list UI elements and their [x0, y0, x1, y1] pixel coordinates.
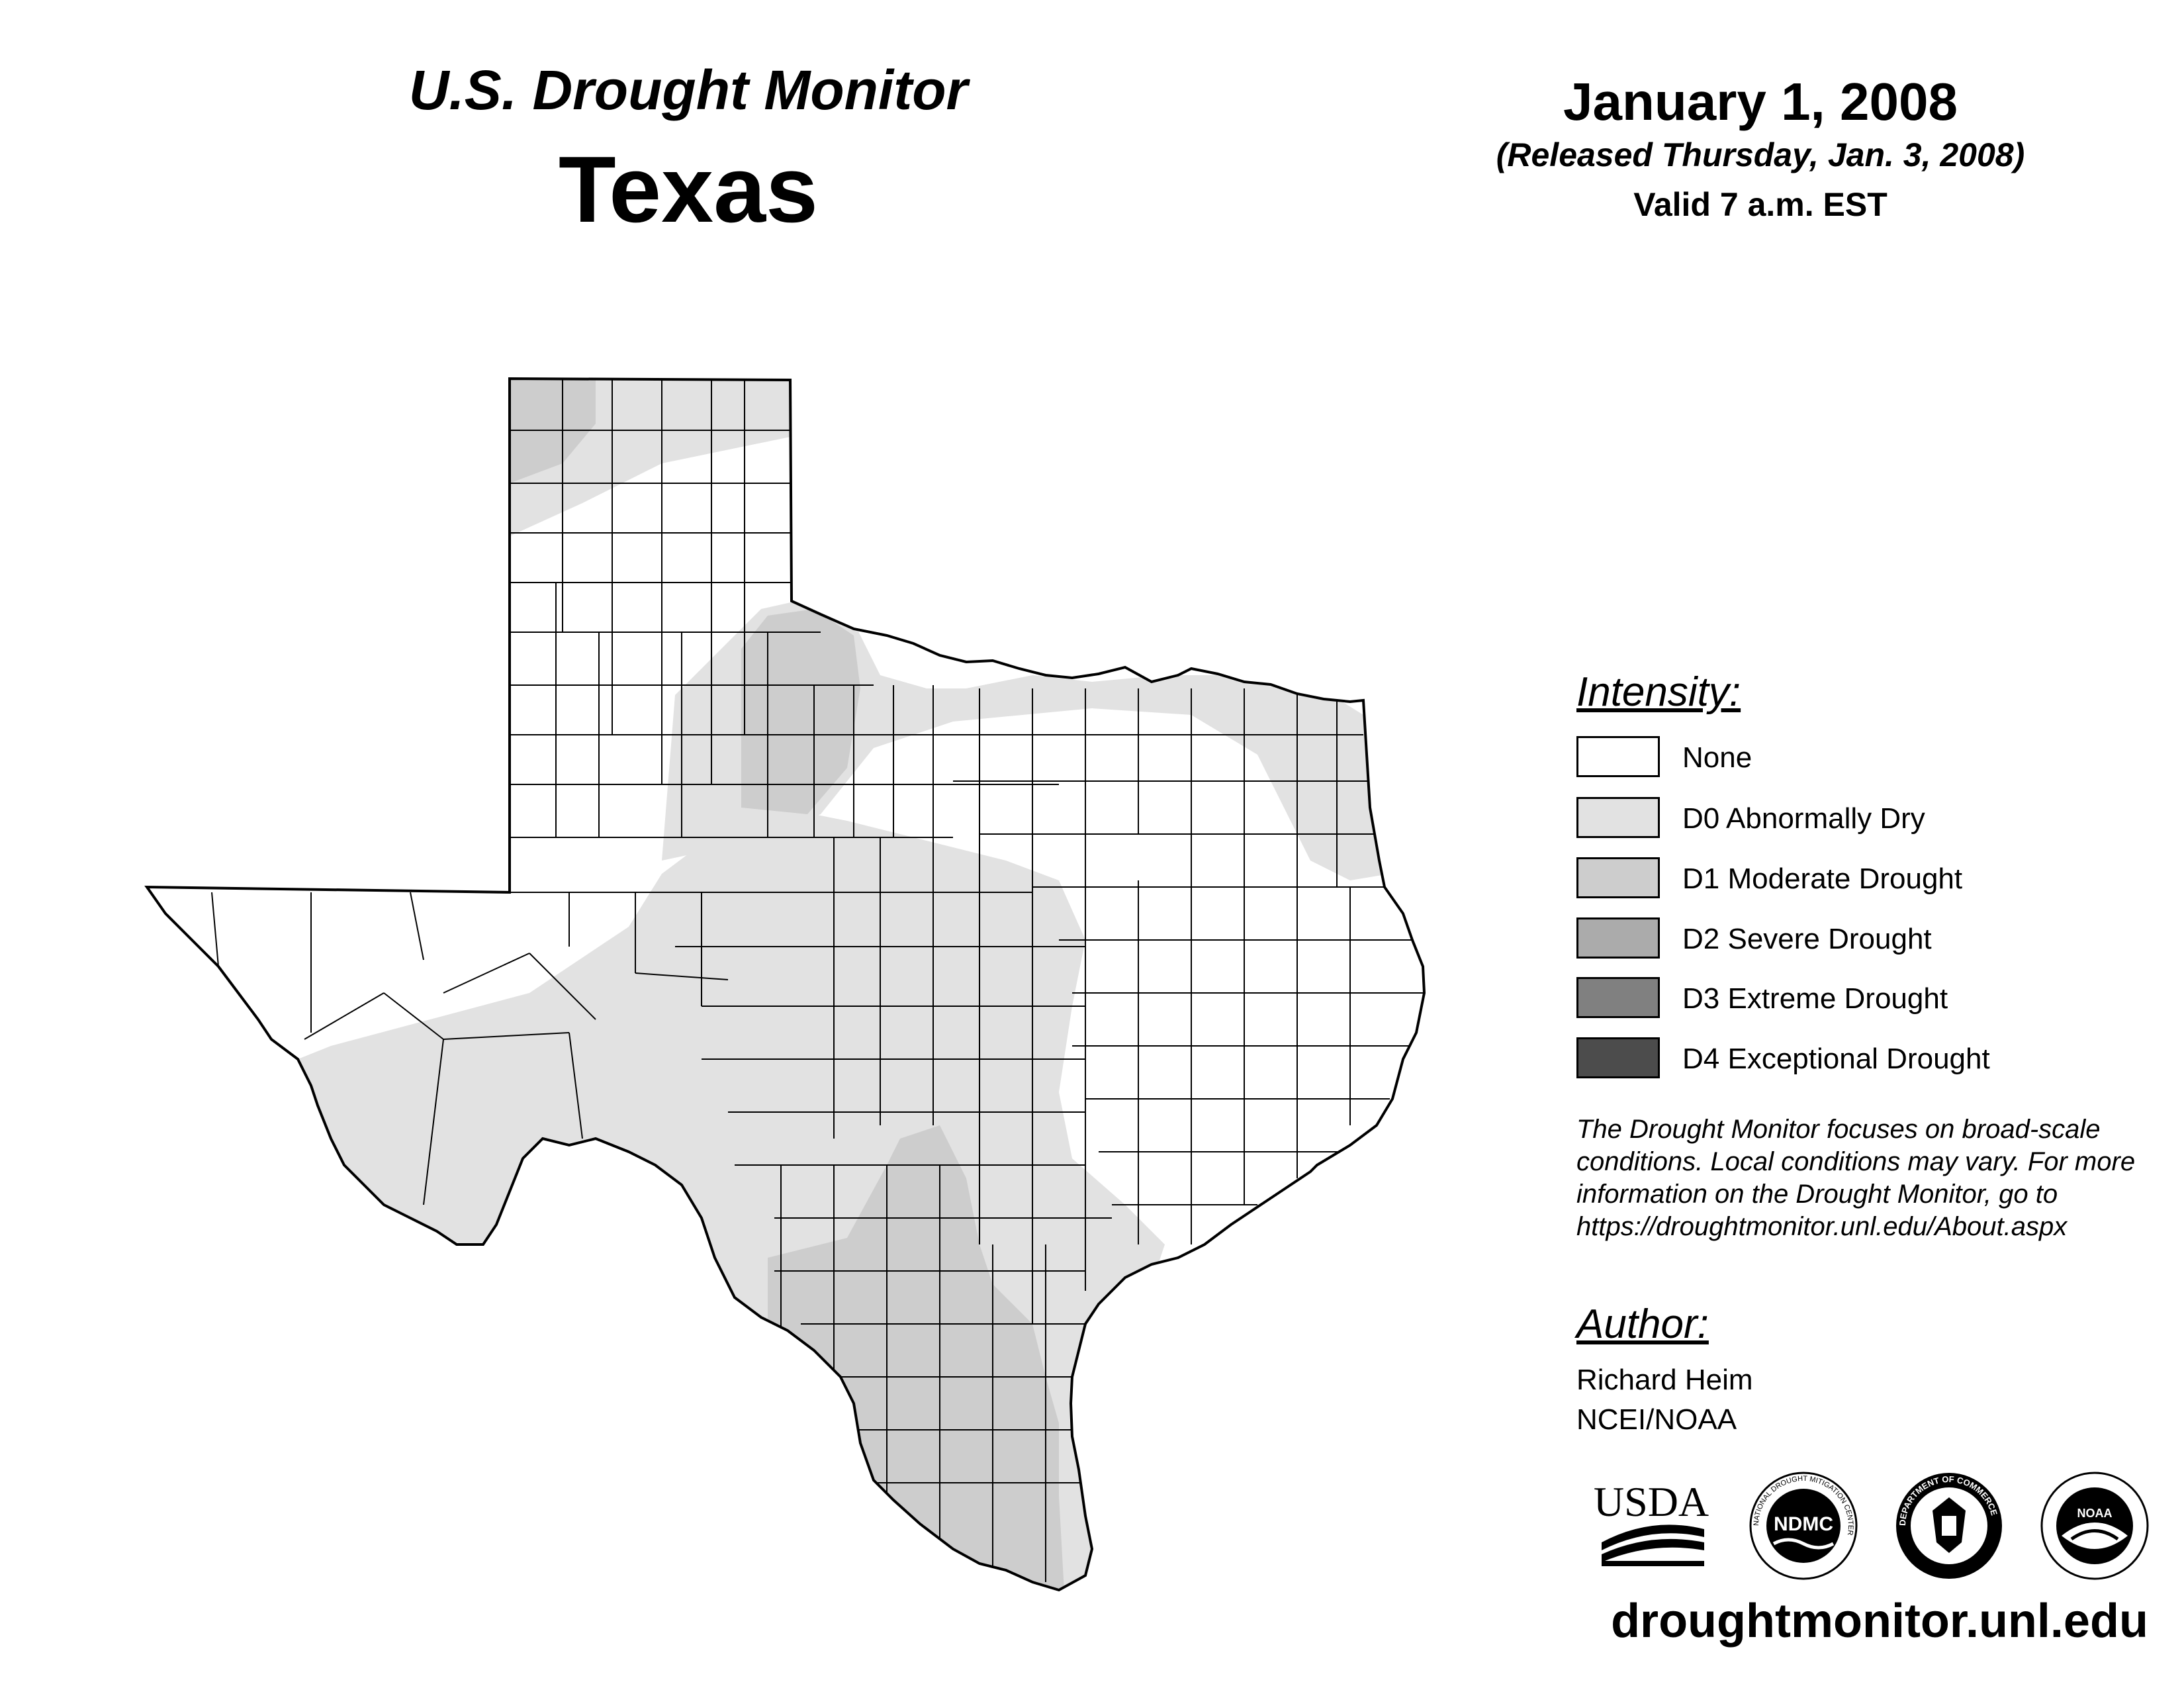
legend-label: D4 Exceptional Drought — [1682, 1043, 1990, 1075]
map-date: January 1, 2008 — [1563, 72, 1958, 131]
county-boundaries — [211, 379, 1423, 1582]
legend-title: Intensity: — [1576, 669, 1741, 715]
state-title: Texas — [558, 137, 819, 242]
noaa-logo: NOAA — [2040, 1472, 2149, 1580]
author-name: Richard Heim — [1576, 1364, 1753, 1396]
ndmc-logo-text: NDMC — [1774, 1513, 1833, 1535]
legend-label: D3 Extreme Drought — [1682, 982, 1948, 1015]
legend-label: None — [1682, 741, 1752, 774]
department-of-commerce-seal: DEPARTMENT OF COMMERCE — [1896, 1473, 2002, 1579]
release-date: (Released Thursday, Jan. 3, 2008) — [1496, 136, 2025, 173]
noaa-logo-text: NOAA — [2077, 1507, 2113, 1520]
legend-swatch-d1 — [1576, 857, 1660, 898]
legend-swatch-d3 — [1576, 977, 1660, 1018]
d1-rolling-plains — [741, 609, 860, 814]
valid-time: Valid 7 a.m. EST — [1633, 186, 1888, 223]
legend-swatch-none — [1576, 736, 1660, 777]
author-org: NCEI/NOAA — [1576, 1403, 1737, 1436]
author-title: Author: — [1576, 1301, 1709, 1347]
ndmc-logo: NATIONAL DROUGHT MITIGATION CENTER NDMC — [1749, 1472, 1858, 1580]
disclaimer-note: The Drought Monitor focuses on broad-sca… — [1576, 1115, 2136, 1241]
legend-swatch-d2 — [1576, 917, 1660, 959]
legend-swatch-d4 — [1576, 1037, 1660, 1078]
map-title: U.S. Drought Monitor — [408, 59, 968, 121]
legend-label: D1 Moderate Drought — [1682, 863, 1963, 895]
website-url[interactable]: droughtmonitor.unl.edu — [1611, 1595, 2148, 1648]
texas-drought-map — [144, 377, 1426, 1592]
texas-outline — [144, 377, 1426, 1592]
legend-swatch-d0 — [1576, 797, 1660, 838]
usda-logo: USDA — [1594, 1478, 1709, 1566]
legend-label: D2 Severe Drought — [1682, 923, 1932, 955]
legend-label: D0 Abnormally Dry — [1682, 802, 1925, 835]
usda-logo-text: USDA — [1594, 1478, 1709, 1525]
